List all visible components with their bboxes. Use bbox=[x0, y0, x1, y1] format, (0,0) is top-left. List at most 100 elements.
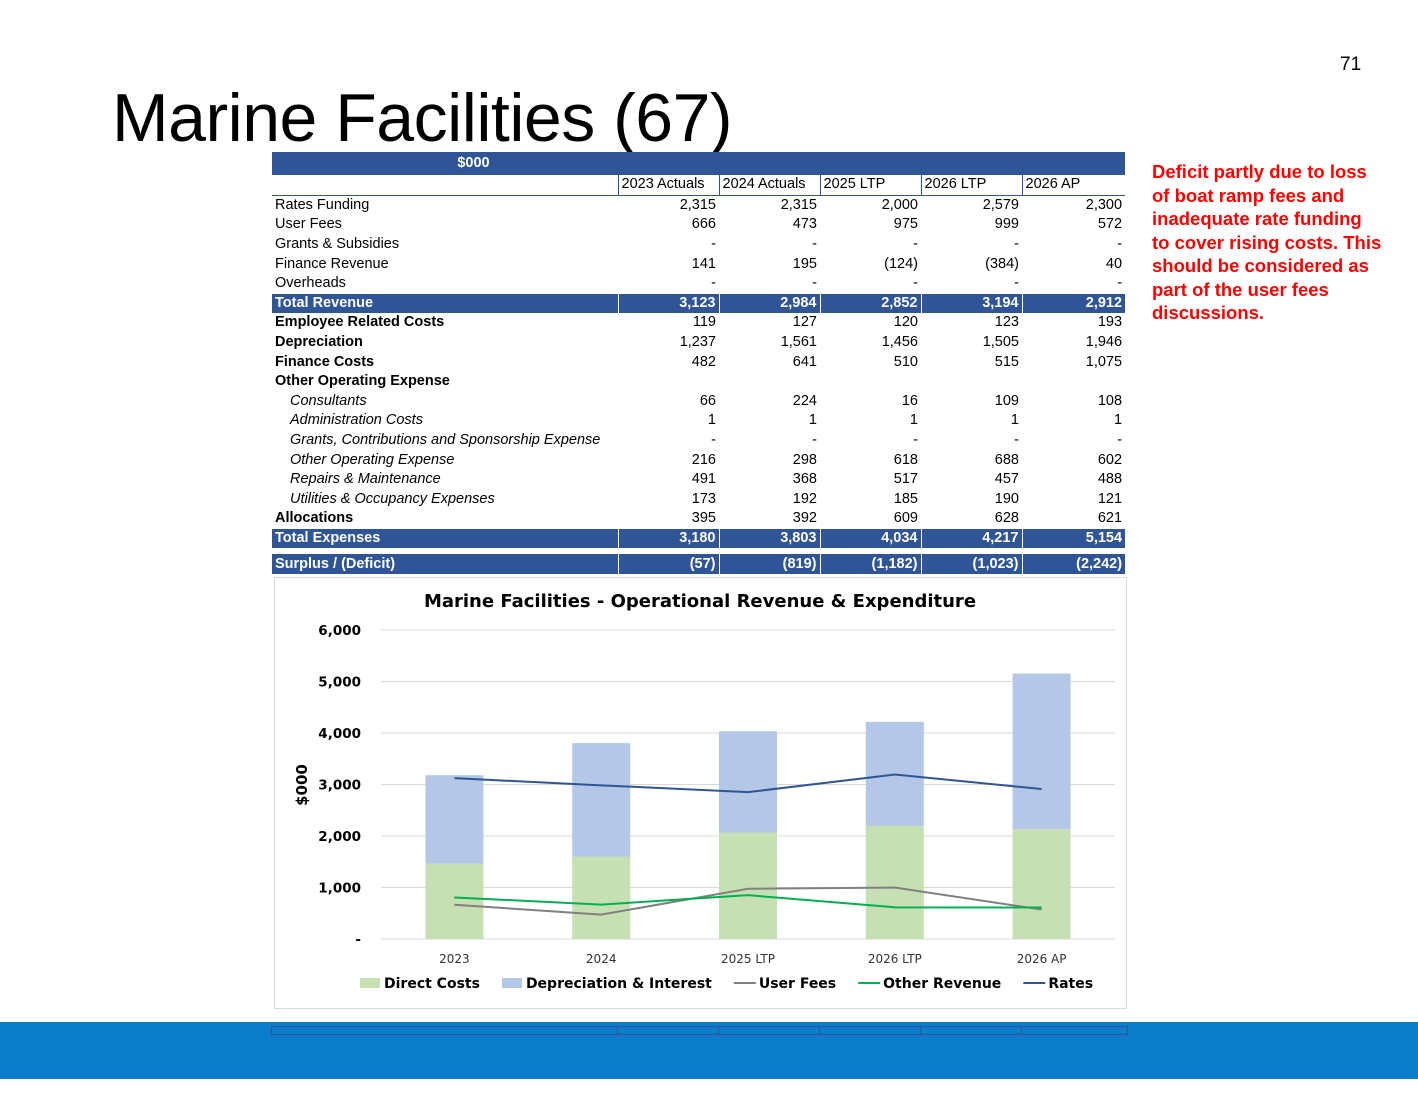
row-value: 510 bbox=[893, 353, 918, 370]
row-label: Total Expenses bbox=[272, 528, 618, 549]
row-label: Allocations bbox=[275, 510, 354, 527]
row-value: 3,803 bbox=[718, 528, 820, 549]
row-label: Other Operating Expense bbox=[290, 451, 455, 468]
legend-label: Other Revenue bbox=[883, 976, 1001, 992]
row-value: 491 bbox=[691, 471, 716, 488]
row-label: Grants & Subsidies bbox=[275, 236, 400, 253]
row-value: 2,984 bbox=[718, 293, 820, 314]
chart-container: Marine Facilities - Operational Revenue … bbox=[274, 577, 1127, 1009]
bar-depreciation-interest bbox=[572, 743, 631, 857]
row-value: 1 bbox=[808, 412, 817, 429]
row-value bbox=[1022, 372, 1125, 392]
table-row: Other Operating Expense 216 298 618 688 602 bbox=[272, 450, 1125, 470]
row-label: Employee Related Costs bbox=[275, 314, 445, 331]
table-row: Consultants 66 224 16 109 108 bbox=[272, 392, 1125, 412]
x-tick-label: 2026 LTP bbox=[868, 952, 922, 966]
row-value: 173 bbox=[691, 490, 716, 507]
y-tick-label: 6,000 bbox=[318, 623, 361, 639]
row-value: - bbox=[913, 236, 918, 253]
bar-depreciation-interest bbox=[425, 775, 484, 864]
row-value: 572 bbox=[1097, 216, 1123, 233]
row-value: 4,034 bbox=[819, 528, 921, 549]
table-row: Grants, Contributions and Sponsorship Ex… bbox=[272, 431, 1125, 451]
row-value: 192 bbox=[792, 490, 817, 507]
table-column-header-row: 2023 Actuals 2024 Actuals 2025 LTP 2026 LTP… bbox=[272, 174, 1126, 196]
row-value: - bbox=[711, 236, 716, 253]
row-value: 16 bbox=[901, 392, 918, 409]
legend-label: User Fees bbox=[759, 976, 836, 992]
row-value: - bbox=[1014, 275, 1019, 292]
row-value: 195 bbox=[792, 255, 817, 272]
row-value: 515 bbox=[994, 353, 1019, 370]
row-value: 216 bbox=[691, 451, 716, 468]
row-value: - bbox=[812, 432, 817, 449]
row-value: 1 bbox=[707, 412, 716, 429]
row-value: 602 bbox=[1097, 451, 1123, 468]
row-value: - bbox=[913, 275, 918, 292]
table-unit-header: $000 bbox=[272, 152, 1126, 175]
row-value: 119 bbox=[692, 314, 716, 331]
row-label: Surplus / (Deficit) bbox=[272, 554, 618, 574]
row-label: Other Operating Expense bbox=[275, 373, 450, 390]
y-tick-label: 4,000 bbox=[318, 726, 361, 742]
row-value: 1,561 bbox=[780, 334, 817, 351]
row-value: 123 bbox=[994, 314, 1019, 331]
row-value: - bbox=[711, 275, 716, 292]
bar-depreciation-interest bbox=[719, 731, 777, 833]
legend-label: Depreciation & Interest bbox=[526, 976, 712, 992]
row-value: 5,154 bbox=[1021, 528, 1126, 549]
row-value: - bbox=[812, 236, 817, 253]
row-value: 618 bbox=[893, 451, 918, 468]
bar-depreciation-interest bbox=[1012, 673, 1071, 830]
line-user-fees bbox=[454, 886, 1042, 916]
x-tick-label: 2026 AP bbox=[1017, 952, 1067, 966]
row-value: 368 bbox=[792, 471, 817, 488]
row-value: - bbox=[711, 432, 716, 449]
row-value: 395 bbox=[691, 510, 716, 527]
row-value: 127 bbox=[792, 314, 817, 331]
table-row: Employee Related Costs 119 127 120 123 193 bbox=[272, 313, 1125, 333]
row-label: Grants, Contributions and Sponsorship Ex… bbox=[290, 432, 601, 449]
row-value: - bbox=[1014, 432, 1019, 449]
row-value: (384) bbox=[985, 255, 1019, 272]
row-value: - bbox=[1014, 236, 1019, 253]
row-label: Administration Costs bbox=[290, 412, 423, 429]
row-value: 193 bbox=[1097, 314, 1123, 331]
table-row: Total Expenses 3,180 3,803 4,034 4,217 5,154 bbox=[272, 528, 1126, 549]
row-value bbox=[719, 372, 820, 392]
row-label: Utilities & Occupancy Expenses bbox=[290, 490, 495, 507]
row-value: 190 bbox=[994, 490, 1019, 507]
footer-bar bbox=[0, 1022, 1418, 1079]
row-value: 1,237 bbox=[679, 334, 716, 351]
row-value: 3,123 bbox=[617, 293, 719, 314]
y-tick-label: 3,000 bbox=[318, 778, 361, 794]
row-label: Depreciation bbox=[275, 334, 363, 351]
x-tick-label: 2024 bbox=[586, 952, 617, 966]
row-value: 1 bbox=[1010, 412, 1019, 429]
chart-title: Marine Facilities - Operational Revenue … bbox=[424, 591, 976, 612]
table-row: User Fees 666 473 975 999 572 bbox=[272, 215, 1125, 235]
table-row: Grants & Subsidies - - - - - bbox=[272, 235, 1125, 255]
row-value: 1,075 bbox=[1085, 353, 1123, 370]
row-value bbox=[618, 372, 719, 392]
row-value: 1,456 bbox=[881, 334, 918, 351]
row-value: 628 bbox=[994, 510, 1019, 527]
row-value: 66 bbox=[699, 392, 716, 409]
bar-direct-costs bbox=[572, 856, 631, 939]
row-label: Finance Costs bbox=[275, 353, 375, 370]
row-value: (819) bbox=[718, 554, 820, 574]
row-value: 120 bbox=[893, 314, 918, 331]
row-value bbox=[921, 372, 1022, 392]
row-value: 1,505 bbox=[982, 334, 1019, 351]
row-value: 2,912 bbox=[1021, 293, 1126, 314]
column-header: 2024 Actuals bbox=[718, 174, 820, 196]
column-header: 2025 LTP bbox=[819, 174, 921, 196]
row-value: 609 bbox=[893, 510, 918, 527]
row-value: 2,315 bbox=[780, 196, 817, 213]
table-row: Utilities & Occupancy Expenses 173 192 185 1… bbox=[272, 490, 1125, 510]
y-tick-label: 5,000 bbox=[318, 675, 361, 691]
row-value: 392 bbox=[792, 510, 817, 527]
y-axis-label: $000 bbox=[293, 764, 311, 806]
table-row: Total Revenue 3,123 2,984 2,852 3,194 2,912 bbox=[272, 293, 1126, 314]
row-label: Rates Funding bbox=[275, 196, 370, 213]
